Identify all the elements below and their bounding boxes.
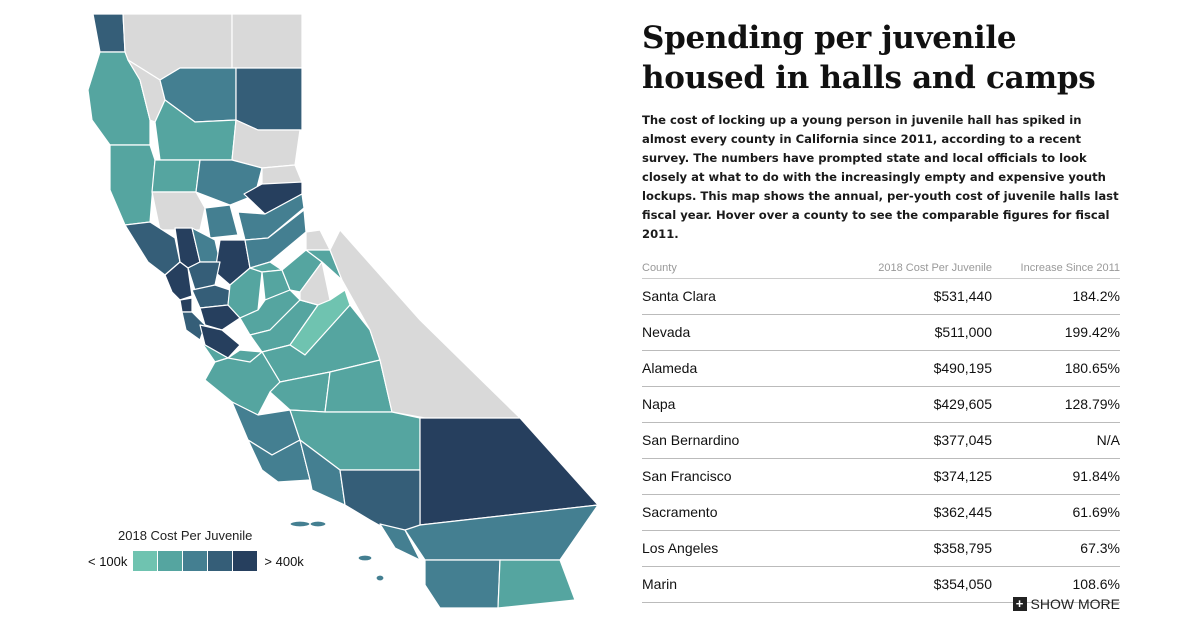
legend-swatches [133,551,258,571]
cell-cost: $429,605 [933,396,992,412]
california-map: 2018 Cost Per Juvenile < 100k > 400k [87,13,599,609]
table-row[interactable]: Santa Clara $531,440 184.2% [642,279,1120,315]
cell-increase: 61.69% [1072,504,1120,520]
county-santa-clara[interactable] [199,324,241,359]
island-catalina [357,554,373,562]
legend-title: 2018 Cost Per Juvenile [118,528,253,543]
county-marin[interactable] [164,261,193,301]
legend-swatch [158,551,183,571]
county-san-benito[interactable] [227,349,263,363]
county-orange[interactable] [379,523,421,561]
cell-county: Marin [642,576,678,592]
cell-cost: $354,050 [933,576,992,592]
cell-county: Nevada [642,324,691,340]
county-sutter[interactable] [204,204,239,239]
cell-county: Los Angeles [642,540,719,556]
table-row[interactable]: San Francisco $374,125 91.84% [642,459,1120,495]
info-panel: Spending per juvenile housed in halls an… [642,18,1120,612]
cell-cost: $511,000 [934,324,992,340]
county-colusa[interactable] [151,191,206,231]
cell-county: Sacramento [642,504,718,520]
table-row[interactable]: Marin $354,050 108.6% [642,567,1120,603]
cell-county: San Bernardino [642,432,740,448]
cell-increase: N/A [1096,432,1120,448]
county-lassen[interactable] [235,67,303,131]
county-humboldt[interactable] [87,51,151,146]
cell-increase: 67.3% [1080,540,1120,556]
legend-low-label: < 100k [88,553,128,569]
county-solano[interactable] [187,261,221,291]
county-nevada[interactable] [243,181,303,215]
county-ventura[interactable] [299,439,346,506]
table-row[interactable]: San Bernardino $377,045 N/A [642,423,1120,459]
county-map-svg [87,13,599,609]
cell-county: Alameda [642,360,698,376]
table-header: County 2018 Cost Per Juvenile Increase S… [642,258,1120,279]
county-alameda[interactable] [199,304,241,331]
island-santa-rosa [309,520,327,528]
cell-cost: $362,445 [933,504,992,520]
county-mendocino[interactable] [109,144,156,226]
legend: 2018 Cost Per Juvenile < 100k > 400k [88,528,308,571]
county-san-diego[interactable] [424,559,501,609]
legend-swatch [183,551,208,571]
cell-cost: $377,045 [933,432,992,448]
legend-swatch [133,551,158,571]
island-santa-cruz [289,520,311,528]
cell-cost: $490,195 [933,360,992,376]
county-glenn[interactable] [151,159,201,193]
legend-swatch [233,551,258,571]
cell-cost: $374,125 [933,468,992,484]
legend-high-label: > 400k [264,553,304,569]
show-more-label: SHOW MORE [1030,596,1120,612]
page-title: Spending per juvenile housed in halls an… [642,20,1096,96]
header-county: County [642,262,677,274]
table-row[interactable]: Napa $429,605 128.79% [642,387,1120,423]
cell-county: San Francisco [642,468,732,484]
county-contra-costa[interactable] [191,284,231,309]
description: The cost of locking up a young person in… [642,113,1119,241]
table-row[interactable]: Alameda $490,195 180.65% [642,351,1120,387]
county-del-norte[interactable] [92,13,126,53]
cell-cost: $358,795 [933,540,992,556]
table-row[interactable]: Los Angeles $358,795 67.3% [642,531,1120,567]
county-riverside[interactable] [404,504,599,561]
cell-increase: 184.2% [1072,288,1120,304]
cell-increase: 108.6% [1072,576,1120,592]
legend-swatch [208,551,233,571]
county-san-francisco[interactable] [179,297,193,313]
cell-county: Santa Clara [642,288,716,304]
county-alpine[interactable] [305,229,331,251]
cell-cost: $531,440 [933,288,992,304]
cell-increase: 180.65% [1064,360,1120,376]
header-cost: 2018 Cost Per Juvenile [878,262,992,274]
cost-table: County 2018 Cost Per Juvenile Increase S… [642,258,1120,603]
cell-increase: 199.42% [1064,324,1120,340]
plus-icon: + [1012,597,1027,611]
cell-county: Napa [642,396,676,412]
island-san-clemente [375,574,385,582]
table-body: Santa Clara $531,440 184.2% Nevada $511,000 1… [642,279,1120,603]
table-row[interactable]: Sacramento $362,445 61.69% [642,495,1120,531]
county-imperial[interactable] [497,559,576,609]
table-row[interactable]: Nevada $511,000 199.42% [642,315,1120,351]
header-increase: Increase Since 2011 [1020,262,1120,274]
cell-increase: 91.84% [1072,468,1120,484]
county-modoc[interactable] [231,13,303,69]
show-more-button[interactable]: + SHOW MORE [1012,596,1120,612]
cell-increase: 128.79% [1064,396,1120,412]
